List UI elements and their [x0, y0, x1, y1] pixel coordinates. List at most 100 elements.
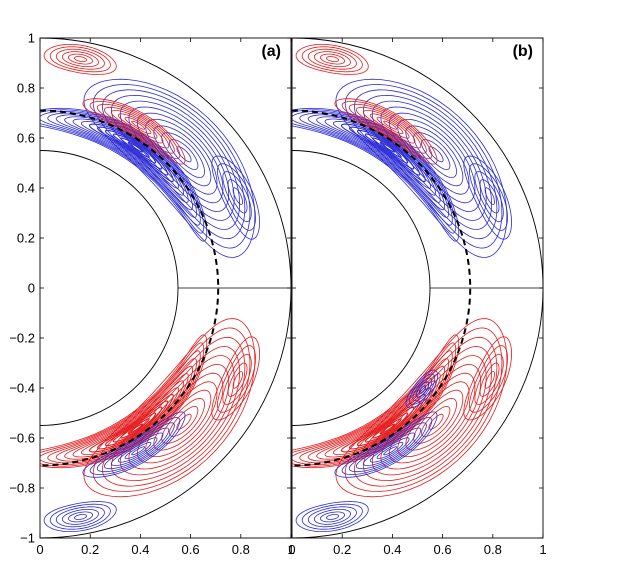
x-tick-label: 0.2 [333, 542, 351, 557]
contour-line [479, 362, 500, 397]
contour-line [43, 501, 117, 532]
contour-line [222, 353, 252, 405]
contour-line [68, 511, 94, 523]
contour-line [314, 51, 351, 67]
contour-line [88, 393, 174, 453]
contour-line [120, 418, 150, 439]
contour-line [474, 171, 504, 223]
contour-line [484, 187, 495, 205]
contour-line [131, 446, 145, 456]
contour-line [72, 380, 185, 458]
panel-label: (a) [261, 43, 281, 60]
contour-line [364, 133, 409, 164]
contour-line [413, 397, 457, 444]
contour-line [295, 44, 369, 75]
dashed-tachocline [39, 109, 220, 467]
contour-line [55, 48, 105, 70]
lobe-north-mid [82, 98, 186, 165]
lobe-south-equator [463, 336, 513, 421]
lobe-south-equator [211, 336, 261, 421]
inner-boundary [39, 150, 179, 426]
contour-line [222, 171, 252, 223]
contour-line [49, 503, 111, 530]
x-tick-label: 1 [539, 542, 546, 557]
contour-line [362, 432, 416, 466]
contour-line [413, 132, 457, 179]
contour-line [409, 373, 436, 405]
contour-line [326, 514, 340, 520]
lobe-north-equator [463, 155, 513, 240]
contour-line [369, 437, 410, 463]
contour-line [40, 350, 201, 466]
contour-line [137, 372, 224, 464]
contour-line [314, 509, 351, 525]
contour-line [112, 133, 157, 164]
contour-line [320, 511, 346, 523]
x-tick-label: 0.8 [484, 542, 502, 557]
panel-a: 0 0.2 0.4 0.6 0.8 1 1 0.8 0.6 0.4 0.2 0 −0.2 −0.4 −0.6… [9, 31, 294, 558]
contour-line [216, 345, 256, 413]
contour-line [301, 503, 363, 530]
contour-line [468, 345, 508, 413]
contour-line [232, 371, 243, 389]
contour-line [292, 350, 453, 466]
contour-line [324, 380, 437, 458]
contour-line [83, 318, 256, 498]
contour-line [355, 427, 422, 470]
contour-line [64, 373, 189, 460]
y-tick-label: −0.4 [9, 381, 35, 396]
contour-line [307, 365, 446, 462]
contour-line [83, 78, 256, 258]
x-tick-label: 0 [36, 542, 43, 557]
x-tick-label: 0.8 [232, 542, 250, 557]
contour-line [47, 358, 198, 464]
contour-line [295, 501, 369, 532]
panel-b: 0 0.2 0.4 0.6 0.8 1 (b) [288, 37, 547, 557]
contour-line [82, 98, 186, 165]
contour-line [372, 137, 402, 158]
contour-line [349, 400, 421, 450]
contour-line [463, 155, 513, 240]
y-tick-label: 1 [28, 31, 35, 46]
contour-line [74, 514, 88, 520]
contour-line [40, 110, 201, 226]
contour-line [227, 179, 248, 214]
lobe-north-pole [295, 44, 369, 75]
y-tick-label: 0.8 [17, 81, 35, 96]
lobe-south-pole [295, 501, 369, 532]
contour-line [43, 44, 117, 75]
contour-line [418, 385, 427, 394]
contour-line [341, 417, 433, 475]
contour-line [127, 423, 143, 435]
contour-line [332, 120, 432, 189]
lobe-north-tachocline [40, 107, 208, 242]
contour-line [292, 110, 453, 226]
contour-line [211, 155, 261, 240]
contour-line [55, 114, 194, 211]
contour-line [299, 112, 450, 218]
contour-line [355, 106, 422, 149]
lobe-south-pole [43, 501, 117, 532]
contour-line [80, 387, 180, 456]
lobe-north-tachocline [292, 107, 460, 242]
y-tick-label: 0.2 [17, 231, 35, 246]
contour-line [232, 187, 243, 205]
y-tick-label: 0 [28, 281, 35, 296]
contour-line [72, 118, 185, 196]
contour-line [340, 123, 426, 183]
contour-field [292, 44, 513, 532]
contour-line [112, 412, 157, 443]
contour-line [341, 101, 433, 159]
contour-line [389, 112, 476, 204]
contour-line [110, 110, 164, 144]
contour-line [104, 406, 163, 447]
lobe-south-extra [405, 369, 439, 409]
contour-line [137, 112, 224, 204]
contour-line [474, 353, 504, 405]
lobe-south-tachocline [292, 334, 460, 469]
contour-line [216, 163, 256, 231]
contour-line [89, 417, 181, 475]
contour-line [372, 418, 402, 439]
